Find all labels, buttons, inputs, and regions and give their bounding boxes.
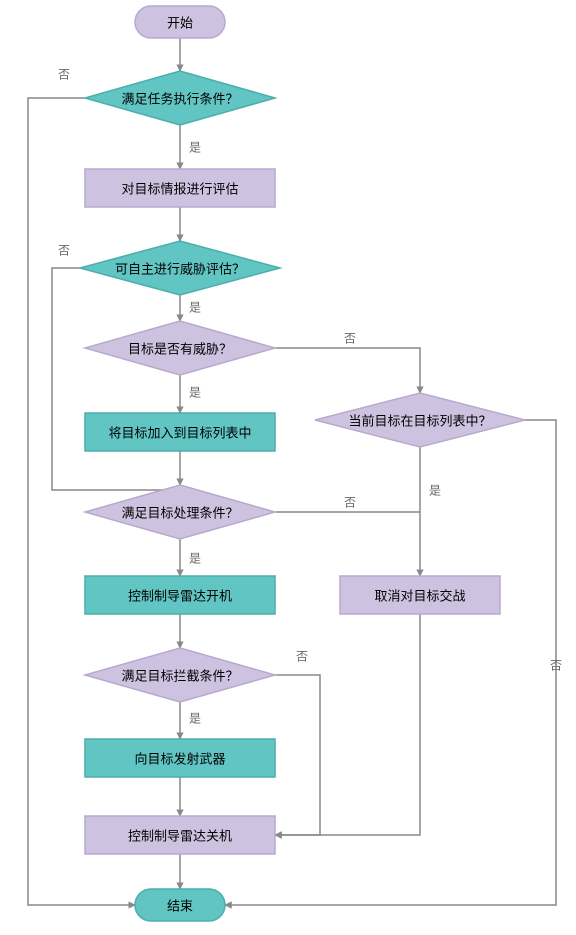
node-d4 xyxy=(315,393,525,447)
flowchart-canvas xyxy=(0,0,576,935)
node-p1 xyxy=(85,169,275,207)
edge-p4-p6 xyxy=(275,614,420,835)
edge-d2-d5left xyxy=(52,268,180,490)
edge-d6-p6 xyxy=(275,675,320,835)
node-d5 xyxy=(85,485,275,539)
node-end xyxy=(135,889,225,921)
node-p2 xyxy=(85,413,275,451)
node-d3 xyxy=(85,321,275,375)
edge-d3-d4 xyxy=(275,348,420,393)
node-d6 xyxy=(85,648,275,702)
node-p5 xyxy=(85,739,275,777)
node-p6 xyxy=(85,816,275,854)
node-d1 xyxy=(85,71,275,125)
node-p4 xyxy=(340,576,500,614)
node-d2 xyxy=(80,241,280,295)
node-p3 xyxy=(85,576,275,614)
edge-d1-end xyxy=(28,98,135,905)
node-start xyxy=(135,6,225,38)
